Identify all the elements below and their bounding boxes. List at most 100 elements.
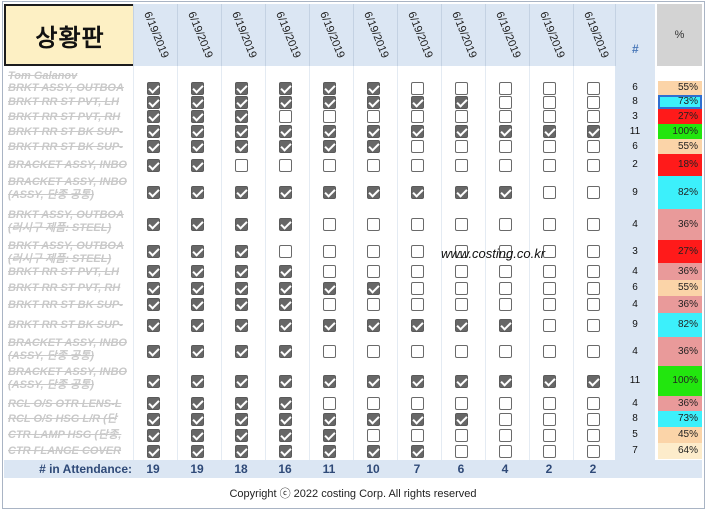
attendance-checkbox[interactable] — [147, 428, 160, 442]
attendance-checkbox[interactable] — [455, 374, 468, 388]
attendance-checkbox[interactable] — [147, 125, 160, 138]
attendance-percent[interactable]: 82% — [658, 313, 702, 337]
attendance-checkbox[interactable] — [543, 397, 556, 410]
attendance-checkbox[interactable] — [543, 345, 556, 358]
attendance-checkbox[interactable] — [587, 281, 600, 295]
attendance-checkbox[interactable] — [147, 281, 160, 295]
attendance-checkbox[interactable] — [411, 318, 424, 332]
attendance-checkbox[interactable] — [279, 158, 292, 172]
attendance-checkbox[interactable] — [279, 345, 292, 358]
attendance-checkbox[interactable] — [543, 298, 556, 311]
attendance-percent[interactable]: 45% — [658, 427, 702, 443]
attendance-percent[interactable]: 36% — [658, 337, 702, 366]
attendance-checkbox[interactable] — [367, 245, 380, 258]
attendance-checkbox[interactable] — [367, 186, 380, 199]
attendance-checkbox[interactable] — [543, 374, 556, 388]
attendance-checkbox[interactable] — [235, 125, 248, 138]
attendance-checkbox[interactable] — [279, 428, 292, 442]
attendance-percent[interactable]: 73% — [658, 95, 702, 109]
attendance-percent[interactable]: 82% — [658, 176, 702, 209]
attendance-percent[interactable]: 64% — [658, 443, 702, 459]
attendance-percent[interactable]: 55% — [658, 81, 702, 95]
attendance-checkbox[interactable] — [455, 265, 468, 278]
attendance-checkbox[interactable] — [191, 140, 204, 153]
attendance-checkbox[interactable] — [191, 265, 204, 278]
attendance-checkbox[interactable] — [499, 281, 512, 295]
attendance-checkbox[interactable] — [323, 298, 336, 311]
attendance-checkbox[interactable] — [367, 345, 380, 358]
attendance-checkbox[interactable] — [499, 444, 512, 458]
attendance-checkbox[interactable] — [587, 345, 600, 358]
attendance-checkbox[interactable] — [323, 374, 336, 388]
attendance-checkbox[interactable] — [367, 218, 380, 231]
attendance-checkbox[interactable] — [455, 140, 468, 153]
attendance-checkbox[interactable] — [543, 125, 556, 138]
attendance-checkbox[interactable] — [147, 140, 160, 153]
attendance-checkbox[interactable] — [191, 444, 204, 458]
attendance-checkbox[interactable] — [455, 318, 468, 332]
attendance-percent[interactable]: 55% — [658, 139, 702, 154]
attendance-checkbox[interactable] — [235, 110, 248, 123]
attendance-checkbox[interactable] — [499, 158, 512, 172]
attendance-checkbox[interactable] — [191, 397, 204, 410]
attendance-checkbox[interactable] — [367, 397, 380, 410]
attendance-checkbox[interactable] — [411, 158, 424, 172]
attendance-checkbox[interactable] — [147, 245, 160, 258]
attendance-checkbox[interactable] — [499, 265, 512, 278]
attendance-checkbox[interactable] — [235, 428, 248, 442]
attendance-checkbox[interactable] — [367, 140, 380, 153]
attendance-checkbox[interactable] — [191, 81, 204, 95]
attendance-checkbox[interactable] — [455, 298, 468, 311]
attendance-checkbox[interactable] — [543, 95, 556, 109]
attendance-checkbox[interactable] — [411, 345, 424, 358]
attendance-checkbox[interactable] — [147, 218, 160, 231]
attendance-checkbox[interactable] — [235, 318, 248, 332]
attendance-checkbox[interactable] — [279, 140, 292, 153]
attendance-checkbox[interactable] — [235, 140, 248, 153]
attendance-checkbox[interactable] — [587, 444, 600, 458]
attendance-checkbox[interactable] — [323, 245, 336, 258]
attendance-checkbox[interactable] — [279, 95, 292, 109]
attendance-checkbox[interactable] — [411, 374, 424, 388]
attendance-checkbox[interactable] — [279, 298, 292, 311]
attendance-percent[interactable]: 100% — [658, 124, 702, 139]
attendance-checkbox[interactable] — [499, 318, 512, 332]
attendance-checkbox[interactable] — [499, 81, 512, 95]
attendance-percent[interactable]: 100% — [658, 366, 702, 396]
attendance-checkbox[interactable] — [235, 95, 248, 109]
attendance-checkbox[interactable] — [235, 245, 248, 258]
attendance-checkbox[interactable] — [279, 110, 292, 123]
attendance-checkbox[interactable] — [323, 110, 336, 123]
attendance-checkbox[interactable] — [499, 298, 512, 311]
attendance-checkbox[interactable] — [587, 158, 600, 172]
attendance-checkbox[interactable] — [323, 444, 336, 458]
attendance-checkbox[interactable] — [499, 412, 512, 426]
attendance-checkbox[interactable] — [191, 298, 204, 311]
attendance-checkbox[interactable] — [587, 428, 600, 442]
attendance-checkbox[interactable] — [147, 397, 160, 410]
attendance-checkbox[interactable] — [367, 158, 380, 172]
attendance-checkbox[interactable] — [411, 95, 424, 109]
attendance-checkbox[interactable] — [279, 374, 292, 388]
attendance-checkbox[interactable] — [499, 110, 512, 123]
attendance-checkbox[interactable] — [543, 186, 556, 199]
attendance-checkbox[interactable] — [499, 345, 512, 358]
attendance-checkbox[interactable] — [279, 265, 292, 278]
attendance-checkbox[interactable] — [587, 265, 600, 278]
attendance-checkbox[interactable] — [455, 412, 468, 426]
attendance-checkbox[interactable] — [543, 265, 556, 278]
attendance-checkbox[interactable] — [587, 397, 600, 410]
attendance-checkbox[interactable] — [323, 318, 336, 332]
attendance-checkbox[interactable] — [411, 428, 424, 442]
attendance-checkbox[interactable] — [147, 444, 160, 458]
attendance-checkbox[interactable] — [411, 110, 424, 123]
attendance-checkbox[interactable] — [499, 95, 512, 109]
attendance-checkbox[interactable] — [235, 298, 248, 311]
attendance-checkbox[interactable] — [367, 428, 380, 442]
attendance-checkbox[interactable] — [147, 81, 160, 95]
attendance-checkbox[interactable] — [147, 158, 160, 172]
attendance-checkbox[interactable] — [455, 95, 468, 109]
attendance-percent[interactable]: 18% — [658, 154, 702, 176]
attendance-checkbox[interactable] — [411, 397, 424, 410]
attendance-checkbox[interactable] — [587, 186, 600, 199]
